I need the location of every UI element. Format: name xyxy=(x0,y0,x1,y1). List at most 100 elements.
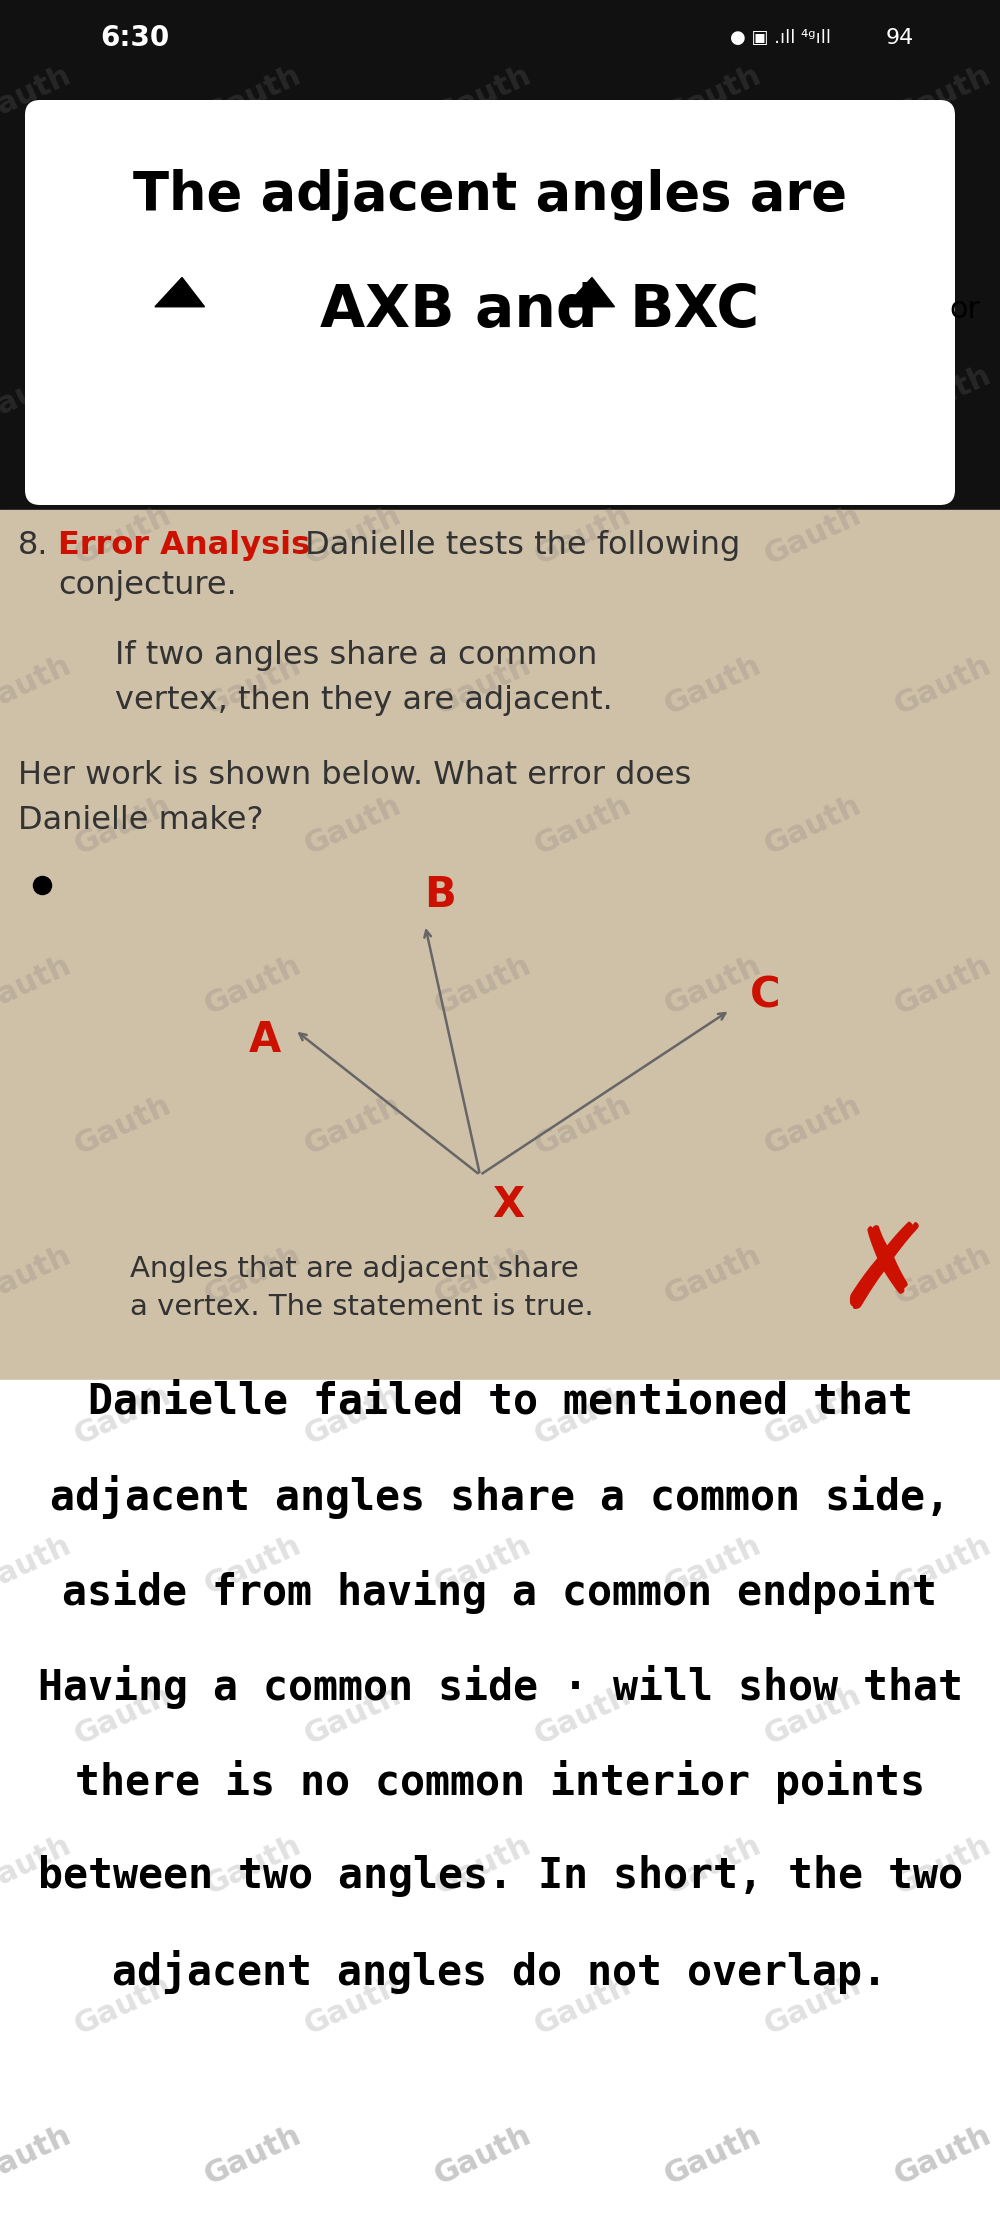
Text: Gauth: Gauth xyxy=(200,2120,306,2191)
Text: ● ▣ .ıll ⁴ᵍıll: ● ▣ .ıll ⁴ᵍıll xyxy=(730,29,831,47)
Text: Danielle make?: Danielle make? xyxy=(18,804,264,835)
Text: A: A xyxy=(249,1020,281,1060)
Text: Gauth: Gauth xyxy=(660,651,766,720)
Text: or: or xyxy=(949,296,981,324)
Text: B: B xyxy=(424,873,456,915)
Text: Gauth: Gauth xyxy=(760,1971,866,2040)
Text: Gauth: Gauth xyxy=(890,1240,996,1311)
FancyBboxPatch shape xyxy=(25,100,955,504)
Text: Gauth: Gauth xyxy=(200,951,306,1020)
Text: Gauth: Gauth xyxy=(890,360,996,431)
Text: X: X xyxy=(492,1184,524,1227)
Text: Gauth: Gauth xyxy=(200,360,306,431)
Text: Gauth: Gauth xyxy=(530,1971,636,2040)
Text: Gauth: Gauth xyxy=(760,791,866,860)
Text: Gauth: Gauth xyxy=(70,1680,176,1751)
Text: Gauth: Gauth xyxy=(660,360,766,431)
Text: Error Analysis: Error Analysis xyxy=(58,531,310,560)
Text: Her work is shown below. What error does: Her work is shown below. What error does xyxy=(18,760,691,791)
Text: Gauth: Gauth xyxy=(760,1680,866,1751)
Text: Gauth: Gauth xyxy=(70,1971,176,2040)
Text: Gauth: Gauth xyxy=(760,200,866,269)
Text: The adjacent angles are: The adjacent angles are xyxy=(133,169,847,220)
Text: Gauth: Gauth xyxy=(300,200,406,269)
Text: If two angles share a common: If two angles share a common xyxy=(115,640,597,671)
Text: Gauth: Gauth xyxy=(300,791,406,860)
Text: Gauth: Gauth xyxy=(200,2120,306,2191)
Text: vertex, then they are adjacent.: vertex, then they are adjacent. xyxy=(115,684,613,715)
Text: Gauth: Gauth xyxy=(530,791,636,860)
Text: Gauth: Gauth xyxy=(760,1380,866,1451)
Text: a vertex. The statement is true.: a vertex. The statement is true. xyxy=(130,1293,594,1322)
Text: between two angles. In short, the two: between two angles. In short, the two xyxy=(38,1855,962,1898)
Text: Gauth: Gauth xyxy=(0,1831,76,1900)
Text: Gauth: Gauth xyxy=(430,360,536,431)
Text: conjecture.: conjecture. xyxy=(58,571,237,600)
Text: Gauth: Gauth xyxy=(430,1531,536,1600)
Text: Gauth: Gauth xyxy=(0,60,76,129)
Text: Gauth: Gauth xyxy=(0,1240,76,1311)
Text: Gauth: Gauth xyxy=(530,500,636,571)
Polygon shape xyxy=(155,278,205,307)
Text: Gauth: Gauth xyxy=(200,1240,306,1311)
Text: Gauth: Gauth xyxy=(890,1531,996,1600)
Text: Gauth: Gauth xyxy=(890,1831,996,1900)
Text: Gauth: Gauth xyxy=(530,1091,636,1160)
Text: Gauth: Gauth xyxy=(300,1091,406,1160)
Text: Gauth: Gauth xyxy=(0,951,76,1020)
Text: Gauth: Gauth xyxy=(430,2120,536,2191)
Text: Gauth: Gauth xyxy=(660,1240,766,1311)
Text: aside from having a common endpoint: aside from having a common endpoint xyxy=(62,1571,938,1613)
Text: Danielle tests the following: Danielle tests the following xyxy=(295,531,740,560)
Text: Gauth: Gauth xyxy=(0,2120,76,2191)
Text: Gauth: Gauth xyxy=(200,1831,306,1900)
Text: Gauth: Gauth xyxy=(430,2120,536,2191)
Text: Gauth: Gauth xyxy=(660,60,766,129)
Text: Gauth: Gauth xyxy=(430,1831,536,1900)
Polygon shape xyxy=(565,278,614,307)
Text: Gauth: Gauth xyxy=(430,60,536,129)
Text: Gauth: Gauth xyxy=(890,60,996,129)
Text: Gauth: Gauth xyxy=(300,1380,406,1451)
Text: C: C xyxy=(750,973,780,1015)
Text: Gauth: Gauth xyxy=(890,2120,996,2191)
Text: Gauth: Gauth xyxy=(0,2120,76,2191)
Text: Gauth: Gauth xyxy=(660,1831,766,1900)
Text: Gauth: Gauth xyxy=(70,1091,176,1160)
Text: Danielle failed to mentioned that: Danielle failed to mentioned that xyxy=(88,1380,912,1422)
Text: Gauth: Gauth xyxy=(70,200,176,269)
Text: adjacent angles share a common side,: adjacent angles share a common side, xyxy=(50,1475,950,1520)
Text: Gauth: Gauth xyxy=(890,2120,996,2191)
Text: Gauth: Gauth xyxy=(760,500,866,571)
Text: Gauth: Gauth xyxy=(660,951,766,1020)
Text: Gauth: Gauth xyxy=(890,951,996,1020)
Text: Gauth: Gauth xyxy=(300,1971,406,2040)
Text: Gauth: Gauth xyxy=(200,651,306,720)
Text: Gauth: Gauth xyxy=(0,360,76,431)
Text: BXC: BXC xyxy=(630,282,760,338)
Text: Gauth: Gauth xyxy=(300,1680,406,1751)
Text: 94: 94 xyxy=(886,29,914,49)
Text: Gauth: Gauth xyxy=(760,1091,866,1160)
Text: Gauth: Gauth xyxy=(70,1380,176,1451)
Text: Gauth: Gauth xyxy=(200,60,306,129)
Text: Gauth: Gauth xyxy=(530,1380,636,1451)
Text: Gauth: Gauth xyxy=(530,1680,636,1751)
Text: Gauth: Gauth xyxy=(890,651,996,720)
Text: Gauth: Gauth xyxy=(200,1531,306,1600)
Text: Gauth: Gauth xyxy=(430,1240,536,1311)
Text: Gauth: Gauth xyxy=(70,791,176,860)
Text: Gauth: Gauth xyxy=(530,200,636,269)
Text: Gauth: Gauth xyxy=(70,500,176,571)
Text: Gauth: Gauth xyxy=(430,951,536,1020)
Text: Gauth: Gauth xyxy=(430,651,536,720)
Text: 6:30: 6:30 xyxy=(100,24,169,51)
Text: 8.: 8. xyxy=(18,531,48,560)
Text: Having a common side · will show that: Having a common side · will show that xyxy=(38,1664,962,1709)
Text: Gauth: Gauth xyxy=(300,500,406,571)
Text: Gauth: Gauth xyxy=(660,2120,766,2191)
Text: there is no common interior points: there is no common interior points xyxy=(75,1760,925,1804)
Text: Gauth: Gauth xyxy=(660,2120,766,2191)
Text: Angles that are adjacent share: Angles that are adjacent share xyxy=(130,1255,579,1282)
Text: Gauth: Gauth xyxy=(660,1531,766,1600)
